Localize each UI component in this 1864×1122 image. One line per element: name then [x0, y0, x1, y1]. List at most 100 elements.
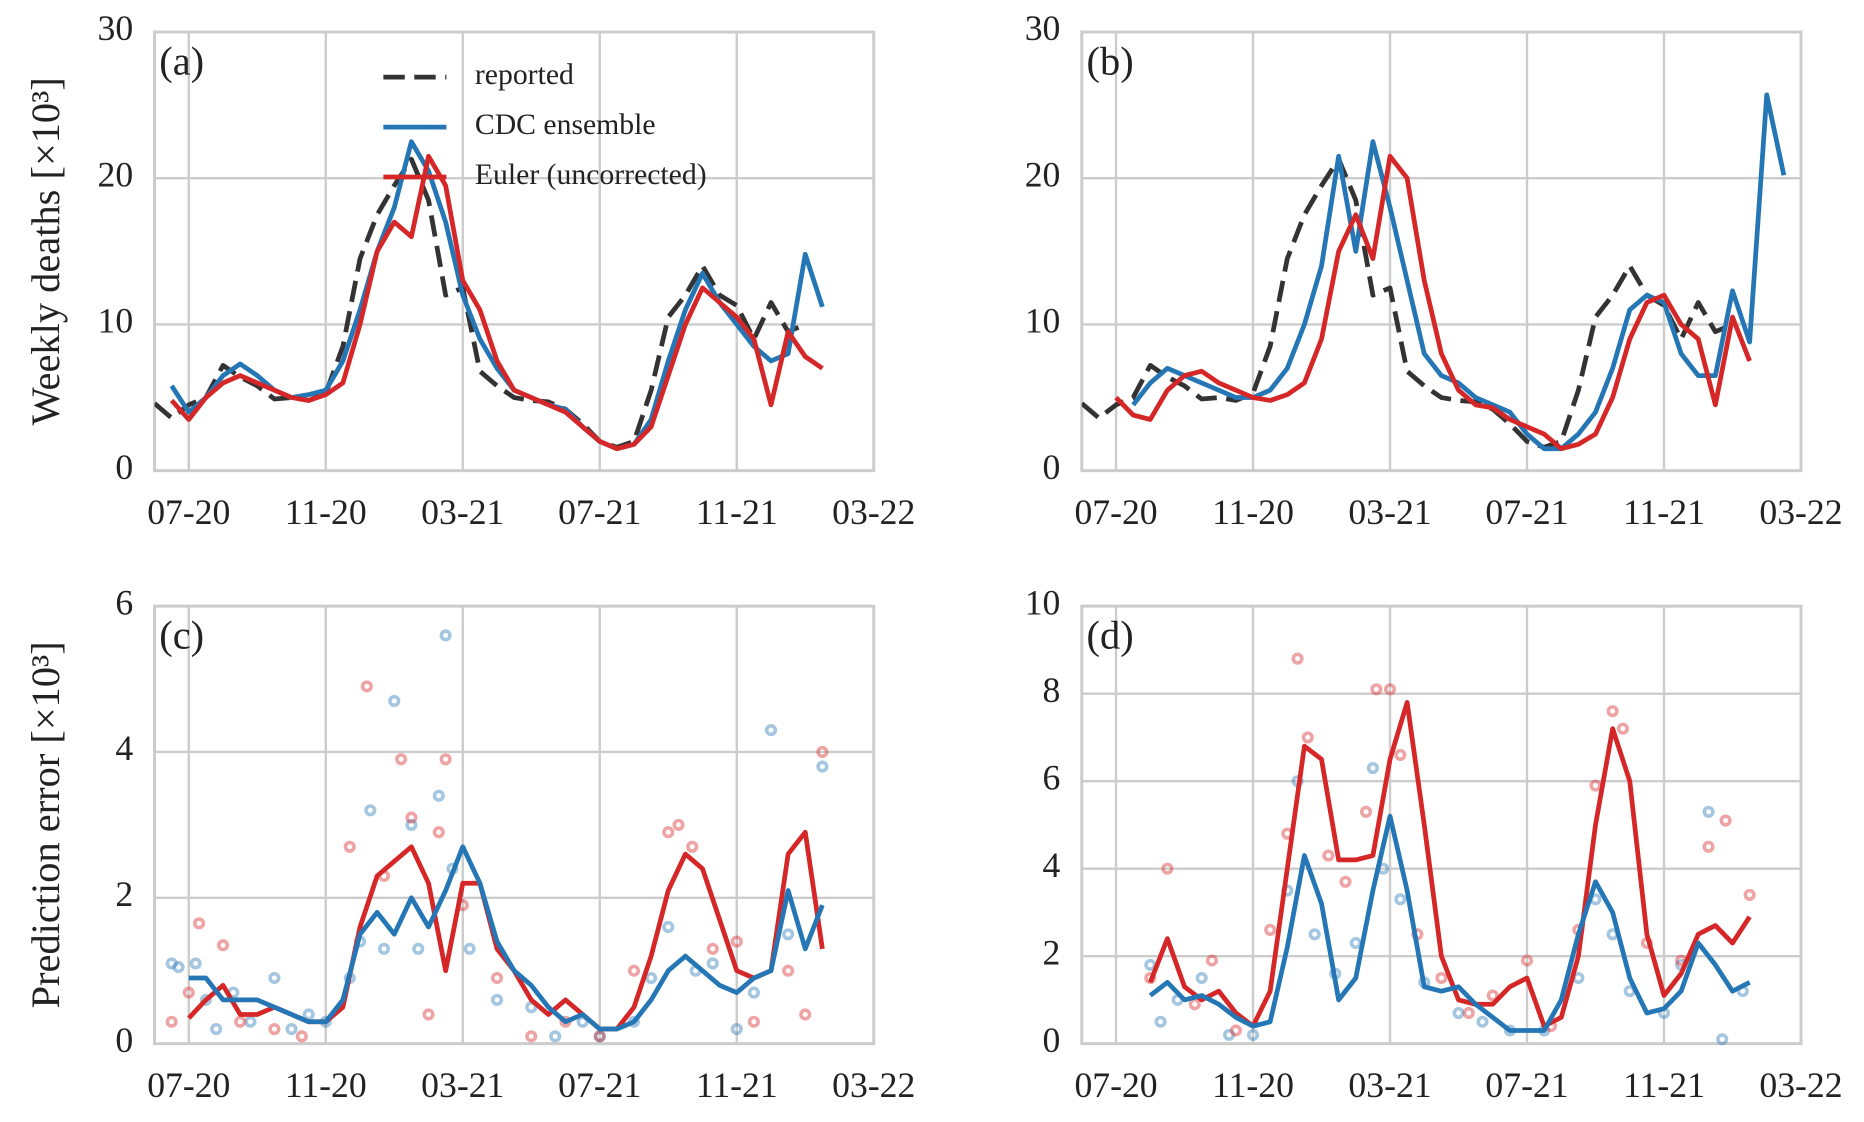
panel: 07-20 11-20 03-21 07-21 11-21 03-22 0 2 4 6 (c) Pre… — [23, 582, 915, 1105]
x-tick-label: 03-22 — [832, 492, 915, 532]
x-tick-label: 07-20 — [147, 492, 230, 532]
scatter-point — [686, 840, 699, 853]
scatter-point — [730, 935, 743, 948]
scatter-point — [422, 1008, 435, 1021]
series-line — [1131, 92, 1787, 452]
scatter-point — [295, 1030, 308, 1043]
y-tick-label: 4 — [115, 728, 133, 768]
x-tick-label: 11-21 — [696, 1065, 778, 1105]
panel: 07-20 11-20 03-21 07-21 11-21 03-22 0 10 20 30 (a)… — [23, 8, 915, 532]
scatter-point — [1144, 958, 1157, 971]
scatter-point — [816, 760, 829, 773]
panel-label: (c) — [159, 613, 204, 658]
y-tick-label: 6 — [1043, 757, 1061, 797]
y-tick-label: 0 — [1043, 447, 1061, 487]
plot-area — [165, 629, 829, 1043]
scatter-point — [1264, 923, 1277, 936]
x-tick-label: 07-21 — [1485, 1065, 1568, 1105]
scatter-point — [1308, 928, 1321, 941]
scatter-point — [1702, 840, 1715, 853]
y-axis-label: Weekly deaths [×10³] — [23, 77, 68, 425]
scatter-point — [1743, 888, 1756, 901]
y-tick-label: 30 — [97, 8, 133, 48]
series-line — [188, 844, 825, 1032]
scatter-point — [1222, 1028, 1236, 1041]
y-tick-label: 4 — [1043, 845, 1061, 885]
scatter-point — [1589, 779, 1602, 792]
x-tick-label: 07-21 — [1485, 492, 1568, 532]
scatter-point — [412, 942, 425, 955]
scatter-point — [816, 745, 829, 759]
x-tick-label: 03-21 — [1348, 492, 1431, 532]
scatter-point — [1301, 731, 1314, 744]
scatter-point — [672, 818, 685, 831]
scatter-point — [182, 986, 195, 999]
scatter-point — [1476, 1015, 1489, 1028]
legend-label: reported — [475, 59, 574, 91]
scatter-point — [747, 986, 760, 999]
y-tick-label: 2 — [1043, 932, 1061, 972]
scatter-point — [1366, 761, 1379, 775]
scatter-point — [1188, 998, 1201, 1011]
scatter-point — [593, 1030, 606, 1043]
scatter-point — [645, 971, 658, 985]
scatter-point — [199, 993, 212, 1006]
scatter-point — [432, 789, 445, 802]
scatter-point — [747, 1015, 760, 1028]
scatter-point — [1486, 989, 1499, 1002]
series-line — [1148, 813, 1751, 1033]
scatter-point — [1435, 971, 1448, 985]
x-tick-label: 11-21 — [696, 492, 778, 532]
scatter-point — [1322, 849, 1335, 862]
x-tick-label: 11-20 — [1212, 1065, 1294, 1105]
legend-label: Euler (uncorrected) — [475, 159, 707, 191]
y-tick-label: 20 — [97, 154, 133, 194]
scatter-point — [593, 1030, 606, 1043]
scatter-point — [525, 1030, 538, 1043]
series-line — [187, 829, 825, 1032]
series-line — [169, 153, 824, 452]
x-tick-label: 11-20 — [285, 492, 367, 532]
axes-frame — [1080, 604, 1803, 1046]
scatter-point — [1359, 805, 1373, 818]
scatter-point — [244, 1015, 257, 1028]
axes-frame — [153, 30, 876, 473]
x-tick-label: 03-21 — [421, 492, 504, 532]
panel-label: (d) — [1087, 613, 1134, 658]
x-tick-label: 11-21 — [1623, 492, 1705, 532]
scatter-point — [490, 993, 504, 1006]
panel-label: (a) — [159, 39, 204, 84]
scatter-point — [285, 1022, 298, 1036]
scatter-point — [1246, 1028, 1260, 1041]
scatter-point — [730, 1022, 743, 1036]
scatter-point — [490, 971, 504, 985]
y-tick-label: 0 — [115, 447, 133, 487]
scatter-point — [216, 939, 230, 952]
scatter-point — [1702, 805, 1715, 818]
scatter-point — [1616, 722, 1629, 735]
scatter-point — [189, 957, 202, 970]
axes-frame — [153, 604, 876, 1046]
y-tick-label: 0 — [1043, 1020, 1061, 1060]
scatter-point — [706, 942, 719, 955]
y-tick-label: 10 — [1025, 582, 1061, 622]
panel: 07-20 11-20 03-21 07-21 11-21 03-22 0 10 20 30 (b) — [1025, 8, 1843, 532]
scatter-point — [463, 942, 476, 955]
panel: 07-20 11-20 03-21 07-21 11-21 03-22 0 2 4 6 8 10 (d) — [1025, 582, 1843, 1105]
scatter-point — [1161, 862, 1174, 875]
plot-area — [1144, 652, 1756, 1046]
scatter-point — [1339, 875, 1352, 888]
x-tick-label: 07-21 — [558, 1065, 641, 1105]
scatter-point — [799, 1008, 812, 1021]
scatter-point — [764, 724, 778, 737]
scatter-point — [395, 753, 408, 766]
scatter-point — [1370, 683, 1383, 696]
x-tick-label: 11-20 — [285, 1065, 367, 1105]
scatter-point — [268, 1022, 281, 1036]
scatter-point — [1716, 1033, 1729, 1046]
x-tick-label: 07-21 — [558, 492, 641, 532]
legend: reported CDC ensemble Euler (uncorrected) — [383, 59, 707, 191]
y-tick-label: 2 — [115, 874, 133, 914]
scatter-point — [1462, 1006, 1475, 1020]
scatter-point — [1291, 652, 1304, 665]
